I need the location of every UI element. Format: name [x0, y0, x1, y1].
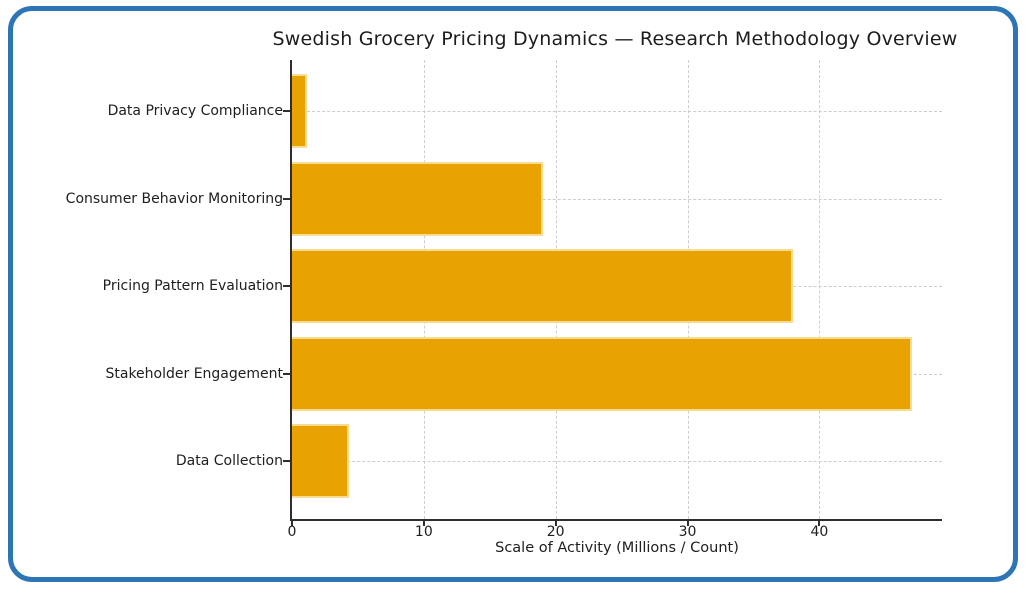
y-tick-label: Data Privacy Compliance: [107, 103, 283, 119]
y-gridline: [292, 461, 942, 462]
x-tick-label: 20: [546, 524, 565, 540]
bar: [292, 336, 912, 411]
plot-area: Scale of Activity (Millions / Count) 0 10…: [283, 60, 942, 556]
bar: [292, 161, 543, 236]
chart-title: Swedish Grocery Pricing Dynamics — Resea…: [272, 28, 958, 50]
x-tick-mark: [686, 519, 689, 526]
x-tick-mark: [554, 519, 557, 526]
bar: [292, 249, 793, 323]
y-tick-mark: [283, 110, 290, 112]
y-tick-label: Consumer Behavior Monitoring: [65, 190, 283, 207]
x-tick-label: 0: [287, 524, 297, 540]
x-gridline: [819, 60, 821, 519]
window-frame: [8, 6, 1018, 582]
x-tick-label: 40: [810, 524, 829, 540]
y-tick-mark: [283, 372, 290, 375]
x-tick-mark: [818, 519, 821, 526]
bar: [292, 424, 349, 498]
bar: [292, 74, 307, 148]
x-axis-label: Scale of Activity (Millions / Count): [495, 540, 739, 556]
y-gridline: [292, 198, 942, 200]
y-tick-label: Data Collection: [175, 453, 283, 469]
y-tick-mark: [283, 197, 290, 200]
x-tick-label: 30: [678, 524, 697, 540]
y-gridline: [292, 111, 942, 112]
y-tick-mark: [283, 460, 290, 462]
y-tick-label: Stakeholder Engagement: [105, 365, 283, 382]
y-tick-label: Pricing Pattern Evaluation: [102, 278, 283, 294]
x-tick-mark: [291, 519, 293, 526]
x-tick-mark: [422, 519, 425, 526]
y-tick-mark: [283, 285, 290, 287]
x-tick-label: 10: [414, 524, 433, 540]
